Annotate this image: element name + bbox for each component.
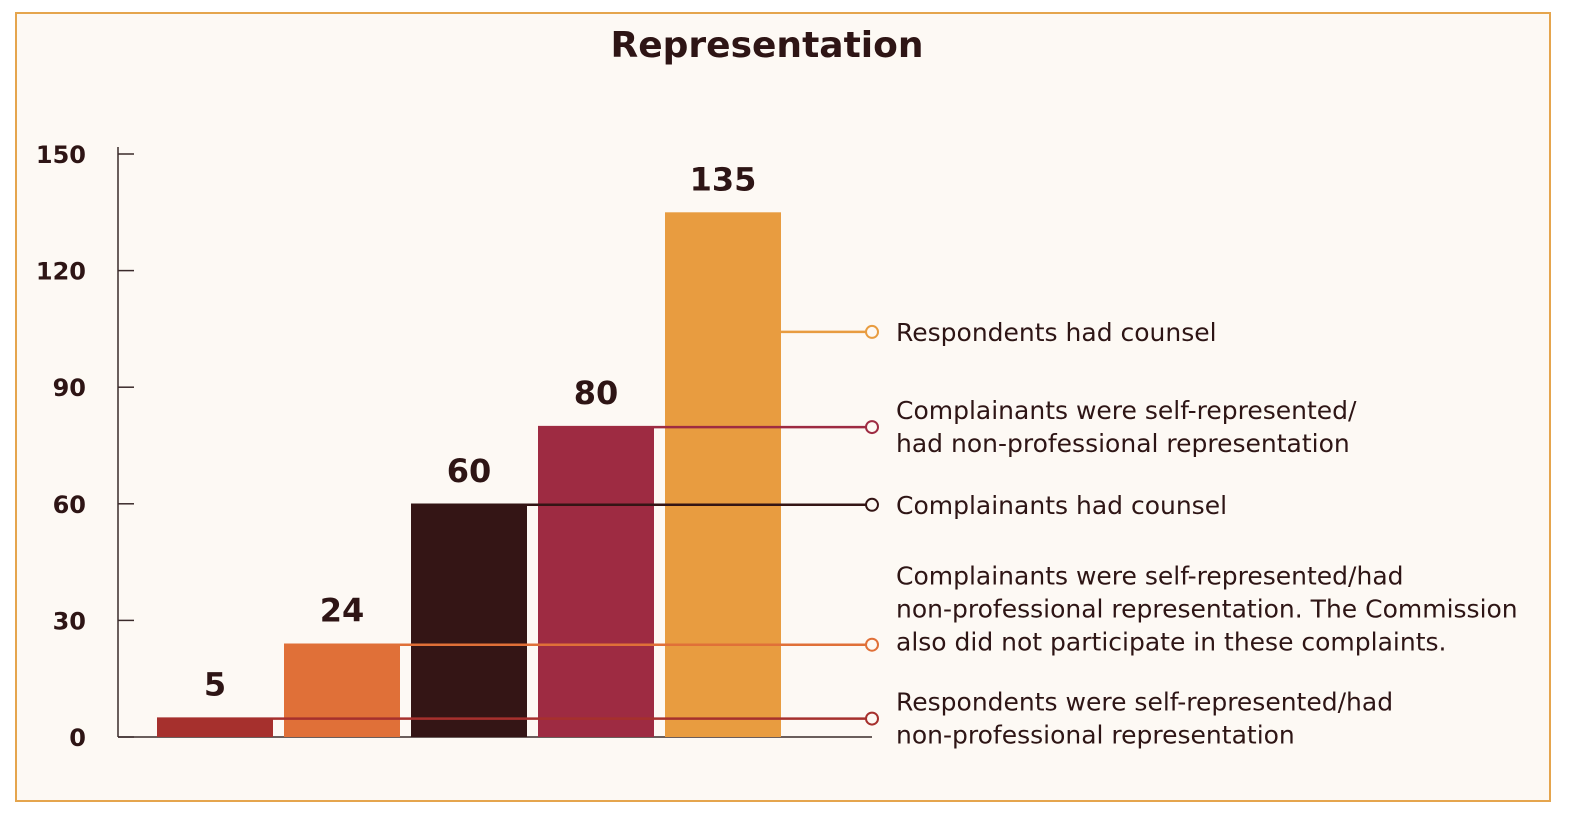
legend-label: Complainants were self-represented/ [896,396,1357,425]
legend-marker [865,324,879,339]
data-label: 80 [574,374,619,412]
legend-label: non-professional representation. The Com… [896,595,1518,624]
legend-label: Complainants were self-represented/had [896,562,1404,591]
legend-label: Respondents had counsel [896,318,1217,347]
data-label: 24 [320,592,365,630]
data-label: 5 [204,666,226,704]
chart-title: Representation [611,25,924,66]
y-tick-label: 150 [36,141,86,169]
bars-group: 5 24 60 80 135 [157,160,781,738]
y-tick-label: 30 [53,607,86,635]
legend: Respondents were self-represented/had non… [157,318,1518,750]
legend-label: non-professional representation [896,721,1295,750]
bar [157,717,273,737]
legend-label: Respondents were self-represented/had [896,688,1393,717]
bar [538,426,654,737]
bar [665,212,781,738]
legend-marker [865,711,879,726]
data-label: 60 [447,452,492,490]
y-tick-label: 90 [53,374,86,402]
legend-marker [865,637,879,652]
chart-frame [15,12,1551,802]
bar [411,503,527,737]
bar [284,643,400,737]
legend-label: had non-professional representation [896,429,1350,458]
y-tick-label: 120 [36,258,86,286]
y-tick-label: 0 [69,724,86,752]
legend-label: also did not participate in these compla… [896,628,1447,657]
legend-marker [865,497,879,512]
legend-marker [865,420,879,435]
legend-label: Complainants had counsel [896,491,1227,520]
y-tick-label: 60 [53,491,86,519]
data-label: 135 [690,160,757,198]
